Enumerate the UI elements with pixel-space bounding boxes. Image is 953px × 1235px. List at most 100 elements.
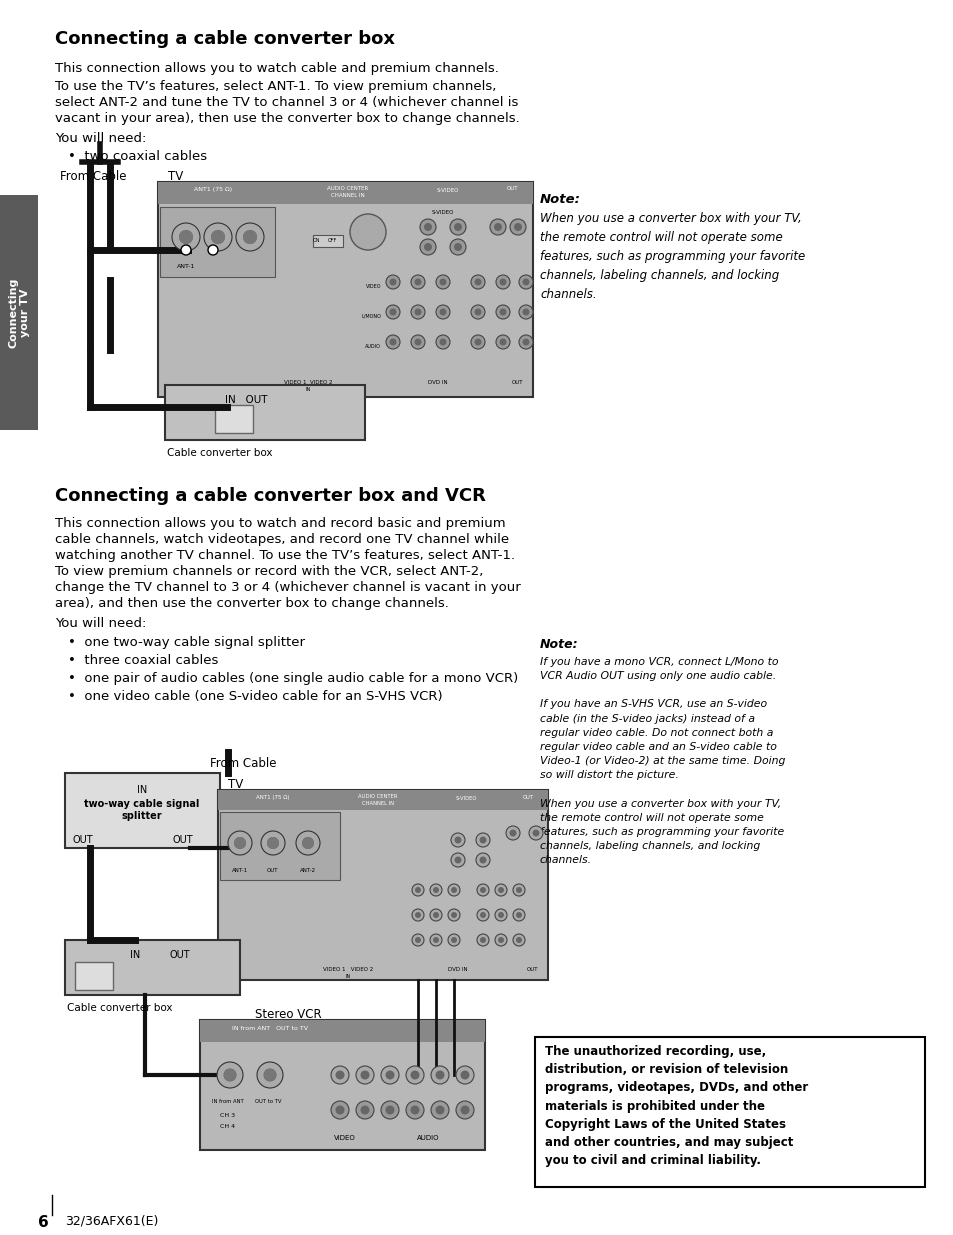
Text: Connecting a cable converter box: Connecting a cable converter box: [55, 30, 395, 48]
Circle shape: [224, 1070, 235, 1081]
Text: S-VIDEO: S-VIDEO: [432, 210, 454, 215]
Circle shape: [522, 338, 529, 346]
Circle shape: [496, 275, 510, 289]
Text: To use the TV’s features, select ANT-1. To view premium channels,: To use the TV’s features, select ANT-1. …: [55, 80, 496, 93]
Circle shape: [436, 305, 450, 319]
Text: change the TV channel to 3 or 4 (whichever channel is vacant in your: change the TV channel to 3 or 4 (whichev…: [55, 580, 520, 594]
Text: To view premium channels or record with the VCR, select ANT-2,: To view premium channels or record with …: [55, 564, 483, 578]
Text: VIDEO: VIDEO: [365, 284, 380, 289]
Bar: [165, 385, 365, 440]
Text: area), and then use the converter box to change channels.: area), and then use the converter box to…: [55, 597, 449, 610]
Text: OUT: OUT: [170, 950, 191, 960]
Text: IN: IN: [345, 974, 351, 979]
Circle shape: [350, 214, 386, 249]
Circle shape: [474, 338, 481, 346]
Circle shape: [386, 335, 399, 350]
Circle shape: [411, 275, 424, 289]
Circle shape: [243, 230, 256, 245]
Circle shape: [410, 1071, 419, 1079]
Circle shape: [414, 309, 421, 315]
Circle shape: [360, 1105, 369, 1114]
Circle shape: [264, 1070, 275, 1081]
Circle shape: [335, 1105, 344, 1114]
Circle shape: [431, 1066, 449, 1084]
Text: two-way cable signal: two-way cable signal: [84, 799, 199, 809]
Text: Stereo VCR: Stereo VCR: [254, 1008, 321, 1021]
Circle shape: [385, 1105, 395, 1114]
Circle shape: [522, 309, 529, 315]
Circle shape: [386, 305, 399, 319]
Circle shape: [267, 837, 278, 848]
Circle shape: [518, 335, 533, 350]
Circle shape: [414, 279, 421, 285]
Circle shape: [495, 934, 506, 946]
Text: TV: TV: [168, 170, 183, 183]
Circle shape: [430, 934, 441, 946]
Text: The unauthorized recording, use,
distribution, or revision of television
program: The unauthorized recording, use, distrib…: [544, 1045, 807, 1167]
Circle shape: [496, 335, 510, 350]
Bar: [535, 1037, 924, 1187]
Circle shape: [499, 338, 506, 346]
Circle shape: [476, 832, 490, 847]
Text: OUT: OUT: [267, 868, 278, 873]
Circle shape: [423, 243, 432, 251]
Circle shape: [509, 830, 516, 836]
Bar: [0, 195, 38, 430]
Circle shape: [513, 909, 524, 921]
Text: •  three coaxial cables: • three coaxial cables: [68, 655, 218, 667]
Circle shape: [497, 911, 503, 918]
Text: From Cable: From Cable: [210, 757, 276, 769]
Text: ANT-1: ANT-1: [176, 264, 195, 269]
Bar: [160, 207, 274, 277]
Text: You will need:: You will need:: [55, 132, 146, 144]
Text: S-VIDEO: S-VIDEO: [436, 188, 458, 193]
Text: OFF: OFF: [328, 238, 337, 243]
Text: OUT: OUT: [512, 380, 523, 385]
Circle shape: [243, 230, 256, 245]
Circle shape: [474, 309, 481, 315]
Circle shape: [228, 831, 252, 855]
Circle shape: [451, 911, 456, 918]
Circle shape: [514, 224, 521, 231]
Circle shape: [479, 887, 485, 893]
Text: Cable converter box: Cable converter box: [167, 448, 273, 458]
Text: S-VIDEO: S-VIDEO: [455, 797, 476, 802]
Circle shape: [256, 1062, 283, 1088]
Circle shape: [261, 831, 285, 855]
Text: ANT1 (75 Ω): ANT1 (75 Ω): [256, 795, 290, 800]
Text: ANT1 (75 Ω): ANT1 (75 Ω): [193, 186, 232, 191]
Circle shape: [460, 1105, 469, 1114]
Circle shape: [505, 826, 519, 840]
Bar: [313, 235, 343, 247]
Circle shape: [439, 309, 446, 315]
Text: select ANT-2 and tune the TV to channel 3 or 4 (whichever channel is: select ANT-2 and tune the TV to channel …: [55, 96, 517, 109]
Circle shape: [529, 826, 542, 840]
Text: ANT-1: ANT-1: [232, 868, 248, 873]
Circle shape: [518, 275, 533, 289]
Circle shape: [479, 937, 485, 944]
Circle shape: [471, 305, 484, 319]
Circle shape: [415, 937, 420, 944]
Circle shape: [479, 836, 486, 844]
Circle shape: [433, 937, 438, 944]
Text: TV: TV: [228, 778, 243, 790]
Text: CHANNEL IN: CHANNEL IN: [361, 802, 394, 806]
Circle shape: [495, 909, 506, 921]
Circle shape: [439, 279, 446, 285]
Text: cable channels, watch videotapes, and record one TV channel while: cable channels, watch videotapes, and re…: [55, 534, 509, 546]
Circle shape: [335, 1071, 344, 1079]
Circle shape: [389, 338, 396, 346]
Circle shape: [419, 219, 436, 235]
Circle shape: [516, 937, 521, 944]
Circle shape: [235, 224, 264, 251]
Circle shape: [380, 1100, 398, 1119]
Circle shape: [439, 338, 446, 346]
Circle shape: [450, 240, 465, 254]
Circle shape: [448, 909, 459, 921]
Circle shape: [454, 224, 461, 231]
Circle shape: [360, 1071, 369, 1079]
Circle shape: [406, 1066, 423, 1084]
Text: •  one two-way cable signal splitter: • one two-way cable signal splitter: [68, 636, 305, 650]
Circle shape: [479, 857, 486, 863]
Text: CH 3: CH 3: [220, 1113, 234, 1118]
